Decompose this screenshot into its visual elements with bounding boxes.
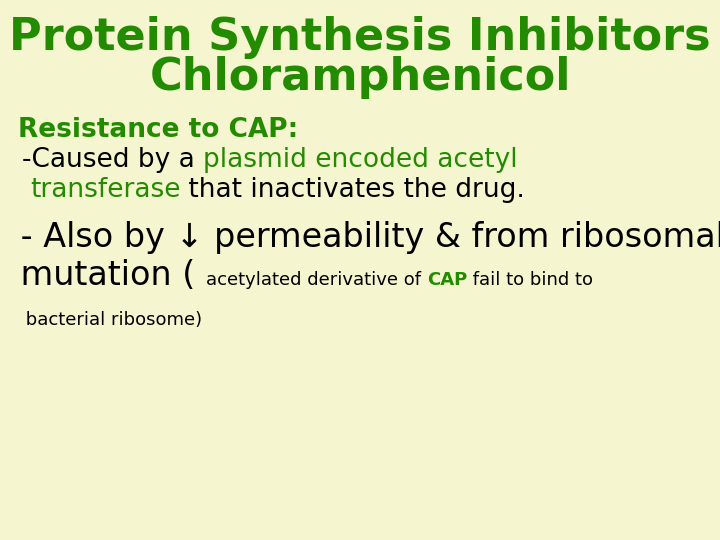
Text: bacterial ribosome): bacterial ribosome) [20, 311, 202, 329]
Text: Chloramphenicol: Chloramphenicol [149, 56, 571, 99]
Text: acetylated derivative of: acetylated derivative of [206, 271, 427, 289]
Text: mutation (: mutation ( [10, 259, 206, 292]
Text: -Caused by a: -Caused by a [22, 147, 203, 173]
Text: CAP: CAP [427, 271, 467, 289]
Text: Resistance to CAP:: Resistance to CAP: [18, 117, 298, 143]
Text: plasmid encoded acetyl: plasmid encoded acetyl [203, 147, 518, 173]
Text: Protein Synthesis Inhibitors: Protein Synthesis Inhibitors [9, 16, 711, 59]
Text: - Also by ↓ permeability & from ribosomal: - Also by ↓ permeability & from ribosoma… [10, 221, 720, 254]
Text: that inactivates the drug.: that inactivates the drug. [181, 177, 526, 203]
Text: fail to bind to: fail to bind to [467, 271, 593, 289]
Text: transferase: transferase [30, 177, 181, 203]
